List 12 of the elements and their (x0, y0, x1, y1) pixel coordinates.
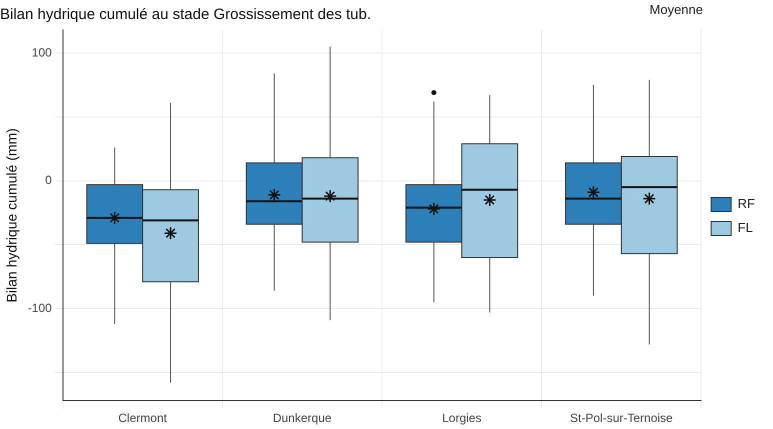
x-tick-label: Lorgies (442, 411, 482, 426)
y-tick-label: -100 (28, 300, 52, 315)
text: Moyenne (650, 2, 703, 17)
y-axis-title: Bilan hydrique cumulé (mm) (3, 128, 20, 302)
y-tick-label: 0 (45, 173, 52, 188)
chart-title: Bilan hydrique cumulé au stade Grossissement des tub. (0, 6, 372, 24)
x-tick-label: Clermont (118, 411, 168, 426)
legend-label: RF (738, 196, 756, 212)
x-tick-label: Dunkerque (272, 411, 332, 426)
y-tick-label: 100 (32, 45, 52, 60)
legend-label: FL (738, 220, 753, 236)
x-tick-label: St-Pol-sur-Ternoise (570, 411, 674, 426)
